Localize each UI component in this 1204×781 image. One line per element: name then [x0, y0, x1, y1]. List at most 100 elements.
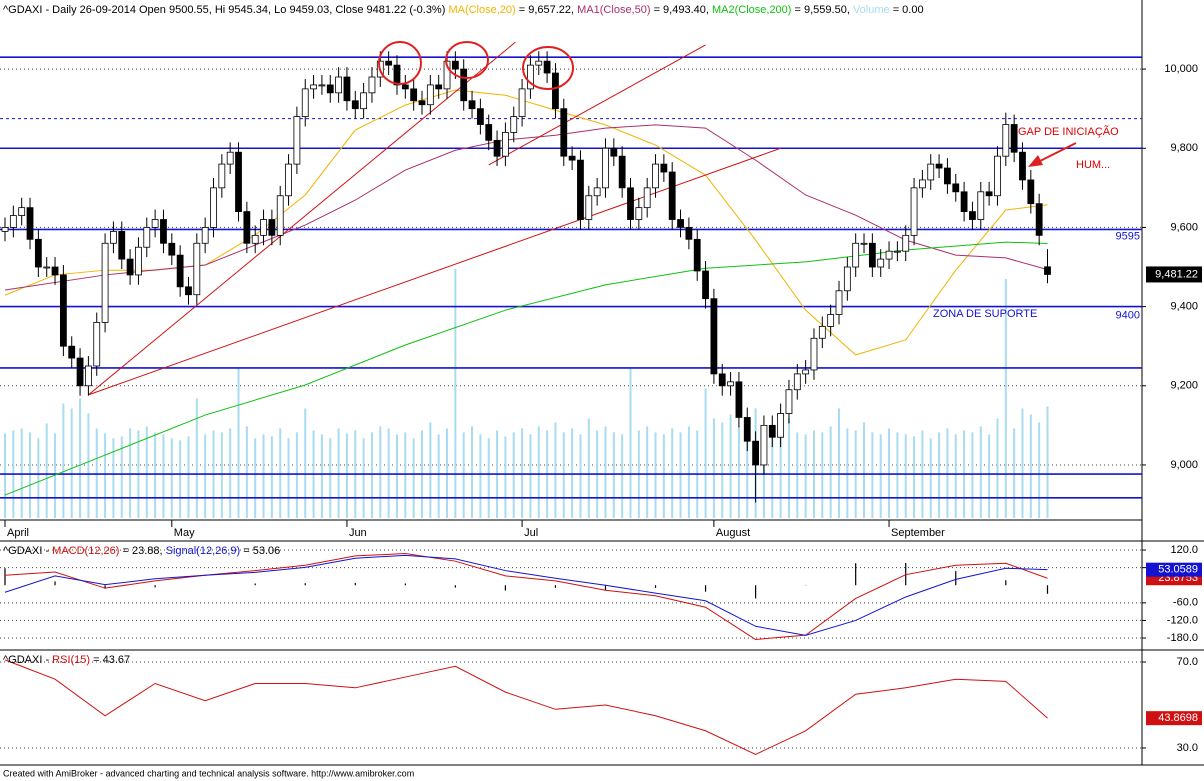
- volume-bar: [687, 426, 690, 518]
- volume-bar: [979, 426, 982, 518]
- volume-bar: [537, 426, 540, 518]
- candle-body: [1027, 179, 1035, 205]
- candle-body: [43, 266, 51, 269]
- volume-bar: [804, 434, 807, 518]
- candle-body: [893, 250, 901, 253]
- y-tick-label: -120.0: [1167, 614, 1198, 626]
- candle-body: [251, 234, 259, 244]
- volume-bar: [120, 436, 123, 518]
- candle-body: [135, 246, 142, 276]
- x-tick-label: April: [7, 527, 29, 539]
- candle-body: [927, 163, 935, 181]
- x-tick-label: May: [174, 527, 195, 539]
- indicator-line: [4, 554, 1048, 636]
- trendline: [488, 44, 706, 166]
- candle-body: [101, 242, 109, 323]
- volume-bar: [971, 432, 974, 518]
- candle-body: [460, 68, 468, 102]
- candle-body: [910, 187, 918, 236]
- candle-body: [226, 151, 234, 165]
- volume-bar: [370, 432, 373, 518]
- volume-bar: [279, 428, 282, 518]
- candle-body: [810, 337, 818, 371]
- volume-bar: [237, 368, 240, 518]
- last-value-box: [1146, 562, 1202, 577]
- volume-bar: [829, 426, 832, 518]
- volume-bar: [1038, 422, 1041, 518]
- volume-bar: [1021, 408, 1024, 518]
- volume-bar: [70, 408, 73, 518]
- volume-bar: [954, 434, 957, 518]
- volume-bar: [796, 432, 799, 518]
- candle-body: [68, 345, 76, 359]
- volume-bar: [195, 398, 198, 518]
- candle-body: [994, 155, 1001, 197]
- candle-body: [426, 84, 434, 106]
- candle-body: [243, 211, 251, 244]
- candle-body: [868, 242, 876, 268]
- candle-body: [602, 147, 609, 189]
- candle-body: [368, 76, 376, 94]
- volume-bar: [179, 440, 182, 518]
- candle-body: [176, 254, 184, 288]
- volume-bar: [671, 428, 674, 518]
- y-tick-label: 9,600: [1170, 221, 1198, 233]
- volume-bar: [345, 433, 348, 518]
- volume-bar: [846, 428, 849, 518]
- volume-bar: [471, 426, 474, 518]
- y-tick-label: 70.0: [1177, 656, 1198, 668]
- y-tick-label: 120.0: [1170, 544, 1198, 556]
- top-marker: [522, 46, 574, 90]
- candle-body: [151, 219, 159, 228]
- volume-bar: [79, 398, 82, 518]
- volume-bar: [737, 426, 740, 518]
- volume-bar: [879, 434, 882, 518]
- volume-bar: [270, 436, 273, 518]
- last-value-label: 43.8698: [1158, 712, 1198, 724]
- candle-body: [560, 108, 568, 157]
- volume-bar: [387, 428, 390, 518]
- volume-bar: [37, 438, 40, 518]
- candle-body: [51, 266, 59, 276]
- volume-bar: [1013, 428, 1016, 518]
- candle-body: [260, 219, 267, 236]
- candle-body: [451, 60, 459, 70]
- candle-body: [652, 163, 659, 189]
- candle-body: [818, 326, 826, 339]
- top-marker: [378, 41, 422, 85]
- candle-body: [26, 207, 34, 240]
- candle-body: [977, 191, 985, 220]
- volume-bar: [746, 422, 749, 518]
- volume-bar: [512, 432, 515, 518]
- volume-bar: [362, 438, 365, 518]
- volume-bar: [187, 436, 190, 518]
- x-tick-label: Jun: [349, 527, 367, 539]
- candle-body: [535, 60, 543, 66]
- candle-body: [777, 413, 785, 438]
- volume-bar: [771, 426, 774, 518]
- volume-bar: [529, 434, 532, 518]
- legend-reading: = 43.67: [90, 654, 130, 666]
- volume-bar: [487, 438, 490, 518]
- volume-bar: [95, 428, 98, 518]
- volume-bar: [946, 428, 949, 518]
- annotation: GAP DE INICIAÇÃO: [1018, 125, 1119, 138]
- y-tick-label: 9,200: [1170, 380, 1198, 392]
- volume-bar: [254, 438, 257, 518]
- candle-body: [518, 88, 526, 117]
- candle-body: [193, 242, 201, 296]
- legend-reading: = 0.00: [890, 4, 924, 16]
- volume-bar: [721, 422, 724, 518]
- candle-body: [585, 195, 593, 220]
- volume-bar: [412, 438, 415, 518]
- candle-body: [93, 322, 101, 367]
- volume-bar: [29, 432, 32, 518]
- x-tick-label: Jul: [524, 527, 538, 539]
- candle-body: [735, 381, 743, 418]
- moving-average: [4, 241, 1048, 496]
- candle-body: [468, 100, 476, 110]
- x-tick-label: September: [891, 527, 945, 539]
- volume-bar: [220, 432, 223, 518]
- candle-body: [510, 116, 518, 133]
